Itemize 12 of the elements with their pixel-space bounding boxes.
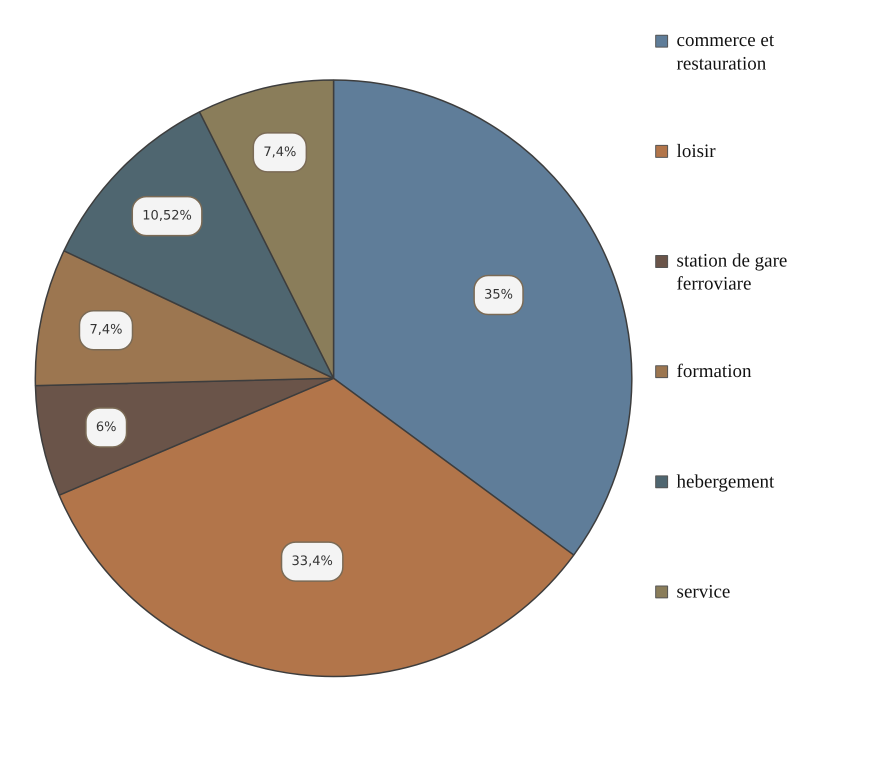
legend-label: service xyxy=(676,581,730,602)
data-label: 35% xyxy=(484,288,514,303)
legend-label: commerce et restauration xyxy=(676,30,775,74)
legend-label: formation xyxy=(676,361,752,382)
data-label: 7,4% xyxy=(89,322,122,338)
data-label: 7,4% xyxy=(263,144,296,160)
data-label: 6% xyxy=(96,420,117,436)
legend-label: station de gare ferroviare xyxy=(676,250,788,295)
legend-label: hebergement xyxy=(676,471,776,492)
data-label: 10,52% xyxy=(142,208,192,224)
legend-label: loisir xyxy=(676,140,716,162)
data-label: 33,4% xyxy=(292,554,333,570)
